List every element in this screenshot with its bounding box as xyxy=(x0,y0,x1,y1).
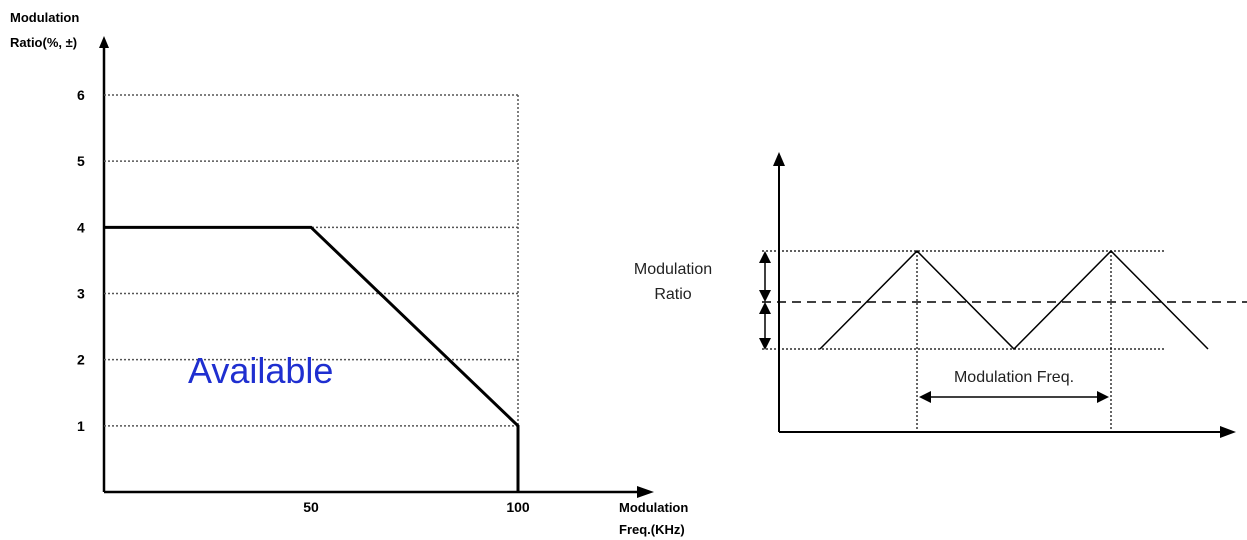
y-axis-label-line2: Ratio(%, ±) xyxy=(10,35,77,50)
x-axis-label-line1: Modulation xyxy=(619,500,688,515)
y-tick-label: 1 xyxy=(77,418,85,434)
freq-label: Modulation Freq. xyxy=(954,369,1074,386)
ratio-upper-arrow-bottom xyxy=(759,290,771,302)
ratio-lower-arrow-bottom xyxy=(759,338,771,350)
ratio-lower-arrow-top xyxy=(759,302,771,314)
y-tick-label: 4 xyxy=(77,219,85,235)
x-axis-arrow xyxy=(637,486,654,498)
x-axis-label-line2: Freq.(KHz) xyxy=(619,522,685,537)
y-tick-label: 3 xyxy=(77,286,85,302)
ratio-upper-arrow-top xyxy=(759,251,771,263)
ratio-label-line1: Modulation xyxy=(634,261,712,278)
right-x-axis-arrow xyxy=(1220,426,1236,438)
y-axis-arrow xyxy=(99,36,109,48)
right-diagram: Modulation Ratio Modulation Freq. xyxy=(634,152,1247,438)
available-region-label: Available xyxy=(188,350,333,391)
tick-labels: 1 2 3 4 5 6 50 100 xyxy=(77,87,530,515)
x-tick-label: 100 xyxy=(506,499,530,515)
freq-arrow-right xyxy=(1097,391,1109,403)
triangle-wave xyxy=(820,251,1208,349)
left-chart: Modulation Ratio(%, ±) 1 2 3 4 5 6 50 100 Avail… xyxy=(10,10,688,537)
right-y-axis-arrow xyxy=(773,152,785,166)
y-tick-label: 5 xyxy=(77,153,85,169)
x-tick-label: 50 xyxy=(303,499,319,515)
freq-arrow-left xyxy=(919,391,931,403)
y-axis-label-line1: Modulation xyxy=(10,10,79,25)
y-tick-label: 2 xyxy=(77,352,85,368)
y-tick-label: 6 xyxy=(77,87,85,103)
ratio-label-line2: Ratio xyxy=(654,286,691,303)
